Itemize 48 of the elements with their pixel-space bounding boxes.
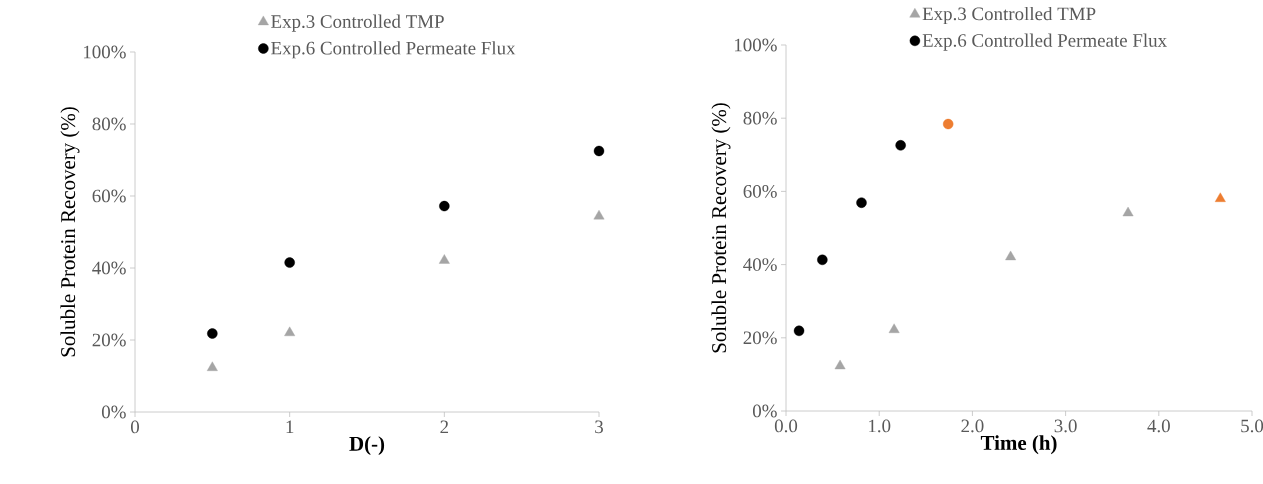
point [1122, 206, 1134, 217]
y-tick-label: 80% [92, 117, 126, 131]
y-tick-label: 60% [92, 189, 126, 203]
point [1214, 192, 1226, 202]
point [284, 257, 295, 268]
y-tick-label: 40% [92, 261, 126, 275]
point [207, 328, 218, 339]
y-tick-label: 100% [734, 38, 777, 52]
legend-label: Exp.6 Controlled Permeate Flux [922, 33, 1167, 51]
x-tick-label: 4.0 [1147, 419, 1170, 433]
y-tick-label: 0% [752, 404, 777, 418]
x-tick-label: 5.0 [1241, 419, 1263, 433]
point [834, 359, 846, 370]
point [593, 209, 605, 220]
x-tick-label: 1.0 [869, 419, 891, 433]
legend-label: Exp.3 Controlled TMP [922, 6, 1096, 25]
point [1005, 250, 1017, 261]
x-tick-label: 3.0 [1054, 419, 1077, 433]
x-tick-label: 0 [130, 420, 139, 434]
point [895, 140, 906, 151]
x-tick-label: 2 [440, 420, 449, 434]
y-tick-label: 20% [92, 333, 126, 347]
point [439, 200, 450, 212]
x-tick-label: 1 [286, 420, 294, 434]
point [284, 326, 296, 336]
legend-label: Exp.6 Controlled Permeate Flux [271, 41, 516, 59]
y-axis-title: Soluble Protein Recovery (%) [60, 107, 80, 357]
y-tick-label: 80% [743, 111, 777, 125]
x-axis-title: Time (h) [980, 435, 1057, 455]
point [793, 325, 805, 337]
legend-label: Exp.3 Controlled TMP [271, 14, 444, 32]
point [856, 197, 867, 208]
point [593, 145, 605, 157]
x-tick-label: 2.0 [961, 419, 984, 433]
y-axis-title: Soluble Protein Recovery (%) [711, 103, 731, 353]
y-tick-label: 40% [743, 258, 777, 272]
y-tick-label: 0% [101, 405, 126, 419]
point [942, 118, 954, 130]
point [817, 254, 828, 266]
point [206, 361, 218, 371]
point [438, 254, 450, 264]
y-tick-label: 20% [743, 331, 777, 345]
x-tick-label: 0.0 [774, 419, 798, 433]
point [888, 323, 900, 333]
y-tick-label: 60% [743, 184, 777, 198]
x-tick-label: 3 [595, 420, 603, 434]
x-axis-title: D(-) [349, 436, 385, 456]
y-tick-label: 100% [83, 45, 126, 59]
